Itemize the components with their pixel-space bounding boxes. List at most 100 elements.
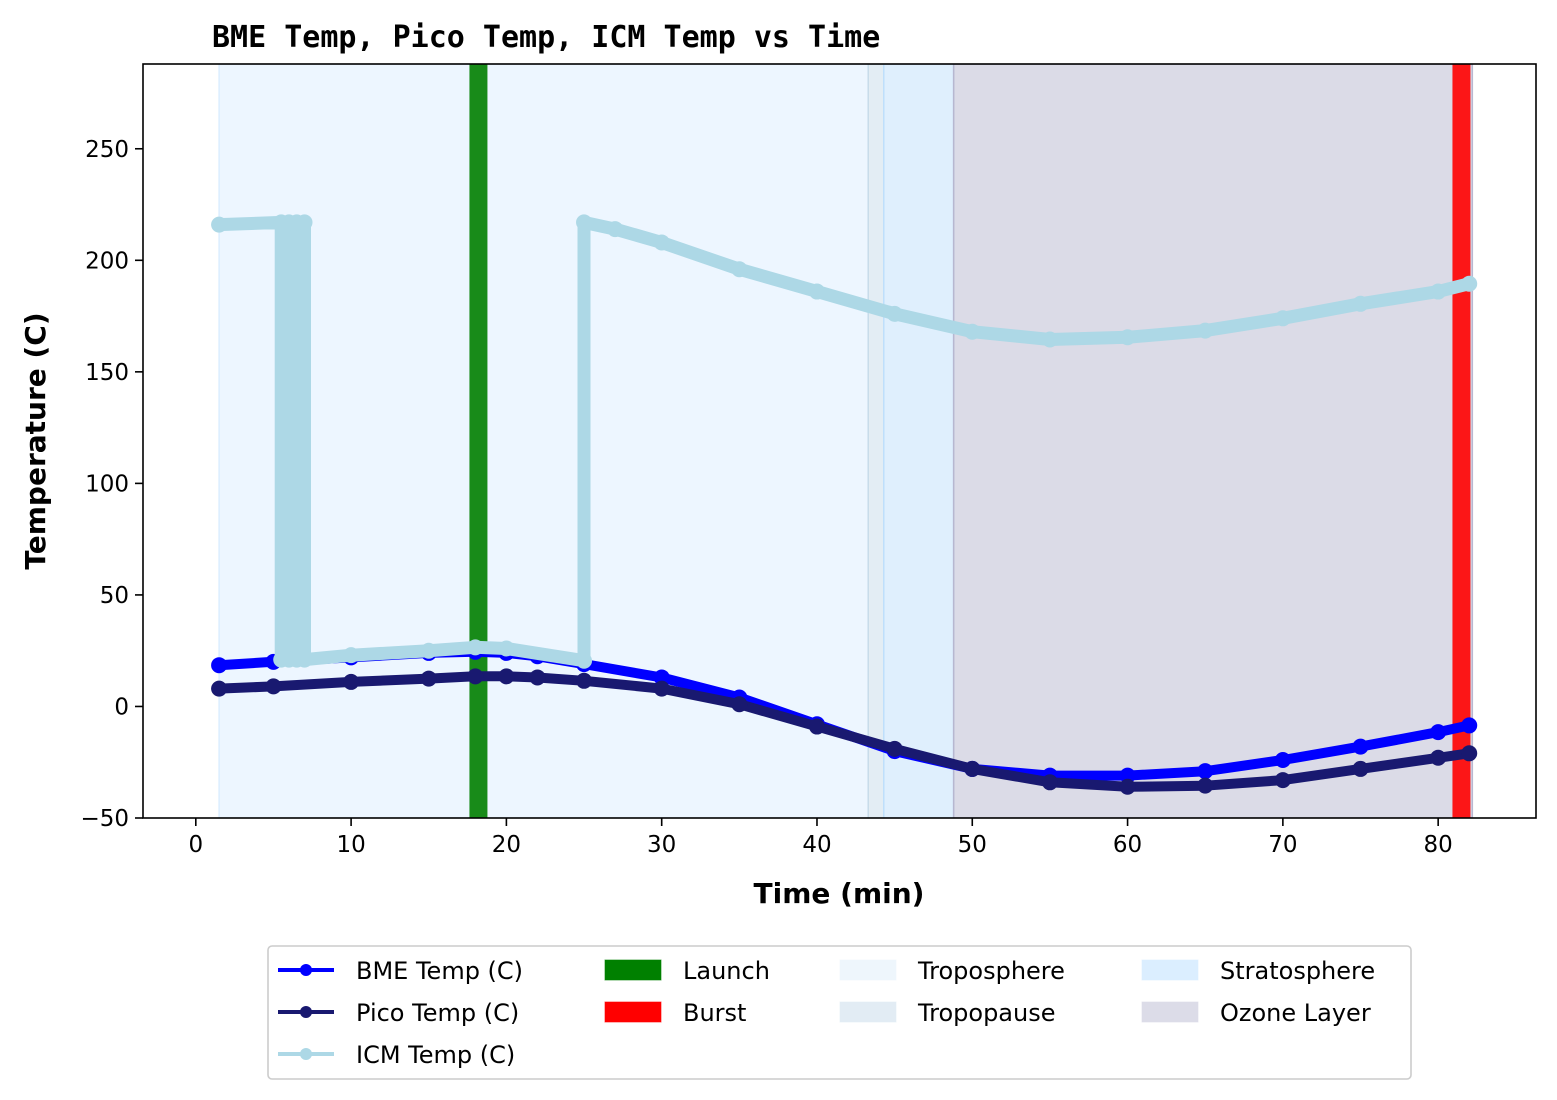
legend-patch-swatch	[1141, 1001, 1199, 1023]
y-tick-label: 200	[85, 248, 129, 274]
series-point-icm-temp-c	[653, 234, 670, 251]
x-tick-label: 60	[1113, 832, 1142, 858]
legend-patch-swatch	[839, 959, 897, 981]
series-point-bme-temp-c	[1197, 763, 1214, 780]
legend-item-tropopause: Tropopause	[839, 999, 1056, 1027]
y-axis-label: Temperature (C)	[19, 312, 52, 569]
legend-patch-swatch	[604, 959, 662, 981]
y-tick-label: 100	[85, 471, 129, 497]
series-point-bme-temp-c	[1352, 738, 1369, 755]
series-line-icm-temp-c	[212, 215, 1476, 668]
series-point-pico-temp-c	[653, 680, 670, 697]
series-point-pico-temp-c	[498, 668, 515, 685]
y-tick-label: 150	[85, 360, 129, 386]
series-point-pico-temp-c	[576, 672, 593, 689]
region-tropopause	[867, 64, 885, 818]
x-tick-label: 80	[1424, 832, 1453, 858]
legend-item-pico-temp-c: Pico Temp (C)	[278, 999, 519, 1027]
y-tick-label: 250	[85, 137, 129, 163]
x-tick-label: 40	[802, 832, 831, 858]
series-point-icm-temp-c	[1352, 295, 1369, 312]
series-point-bme-temp-c	[1119, 767, 1136, 784]
event-launch	[469, 64, 488, 818]
legend-item-icm-temp-c: ICM Temp (C)	[278, 1041, 515, 1069]
legend: BME Temp (C) Pico Temp (C) ICM Temp (C) Lau…	[267, 945, 1412, 1080]
series-point-icm-temp-c	[1274, 310, 1291, 327]
series-point-pico-temp-c	[886, 740, 903, 757]
series-point-icm-temp-c	[808, 283, 825, 300]
series-point-pico-temp-c	[1352, 760, 1369, 777]
series-point-bme-temp-c	[211, 657, 228, 674]
legend-item-launch: Launch	[604, 957, 770, 985]
legend-patch-swatch	[1141, 959, 1199, 981]
series-point-pico-temp-c	[420, 670, 437, 687]
y-tick-label: 50	[100, 583, 129, 609]
series-point-icm-temp-c	[1197, 322, 1214, 339]
series-point-bme-temp-c	[1274, 752, 1291, 768]
legend-label: Troposphere	[917, 957, 1065, 985]
series-point-pico-temp-c	[265, 678, 282, 695]
series-point-pico-temp-c	[1197, 777, 1214, 794]
series-point-icm-temp-c	[607, 221, 624, 238]
series-point-pico-temp-c	[1041, 774, 1058, 791]
series-point-icm-temp-c	[420, 642, 437, 659]
series-point-bme-temp-c	[1461, 717, 1478, 734]
plot-area: 0 10 20 30 40 50 60 70 80 −50 0 50 100 150 200 250	[80, 63, 1537, 858]
series-point-pico-temp-c	[529, 669, 546, 686]
series-point-pico-temp-c	[731, 696, 748, 713]
series-point-pico-temp-c	[1274, 772, 1291, 789]
series-point-icm-temp-c	[296, 214, 313, 231]
series-point-bme-temp-c	[1430, 724, 1447, 741]
series-point-icm-temp-c	[731, 261, 748, 278]
series-point-pico-temp-c	[211, 680, 228, 697]
series-point-icm-temp-c	[576, 214, 593, 231]
series-point-pico-temp-c	[343, 673, 360, 690]
legend-item-troposphere: Troposphere	[839, 957, 1065, 985]
series-point-icm-temp-c	[964, 323, 981, 340]
series-point-icm-temp-c	[1041, 331, 1058, 348]
legend-patch-swatch	[839, 1001, 897, 1023]
legend-label: Stratosphere	[1220, 957, 1375, 985]
series-point-icm-temp-c	[886, 305, 903, 322]
series-point-icm-temp-c	[296, 651, 313, 668]
legend-marker-swatch	[300, 1048, 312, 1060]
series-point-pico-temp-c	[467, 668, 484, 685]
legend-label: Burst	[683, 999, 746, 1027]
legend-label: Pico Temp (C)	[356, 999, 519, 1027]
x-tick-label: 20	[492, 832, 521, 858]
legend-label: BME Temp (C)	[356, 957, 523, 985]
series-point-icm-temp-c	[576, 652, 593, 669]
legend-label: Launch	[683, 957, 770, 985]
chart-title: BME Temp, Pico Temp, ICM Temp vs Time	[212, 20, 880, 55]
series-point-pico-temp-c	[1461, 745, 1478, 762]
series-point-icm-temp-c	[467, 639, 484, 656]
region-troposphere	[218, 64, 869, 818]
plot-inner	[211, 64, 1478, 818]
region-ozone-layer	[952, 64, 1474, 818]
legend-marker-swatch	[300, 1006, 312, 1018]
x-tick-label: 70	[1268, 832, 1297, 858]
y-tick-label: −50	[80, 806, 129, 832]
plot-frame	[142, 63, 1537, 819]
series-point-pico-temp-c	[1119, 778, 1136, 795]
series-point-bme-temp-c	[653, 669, 670, 686]
x-tick-label: 0	[188, 832, 203, 858]
legend-item-stratosphere: Stratosphere	[1141, 957, 1375, 985]
event-burst	[1452, 64, 1471, 818]
region-stratosphere	[883, 64, 955, 818]
legend-item-burst: Burst	[604, 999, 746, 1027]
series-point-icm-temp-c	[1430, 283, 1447, 300]
series-point-icm-temp-c	[1119, 329, 1136, 346]
series-point-icm-temp-c	[1461, 275, 1478, 292]
legend-item-bme-temp-c: BME Temp (C)	[278, 957, 523, 985]
legend-patch-swatch	[604, 1001, 662, 1023]
series-point-pico-temp-c	[1430, 749, 1447, 766]
series-point-icm-temp-c	[498, 640, 515, 657]
legend-label: Tropopause	[917, 999, 1056, 1027]
series-point-icm-temp-c	[211, 216, 228, 233]
x-axis-label: Time (min)	[754, 877, 925, 910]
y-tick-label: 0	[114, 694, 129, 720]
legend-marker-swatch	[300, 964, 312, 976]
x-tick-label: 50	[958, 832, 987, 858]
